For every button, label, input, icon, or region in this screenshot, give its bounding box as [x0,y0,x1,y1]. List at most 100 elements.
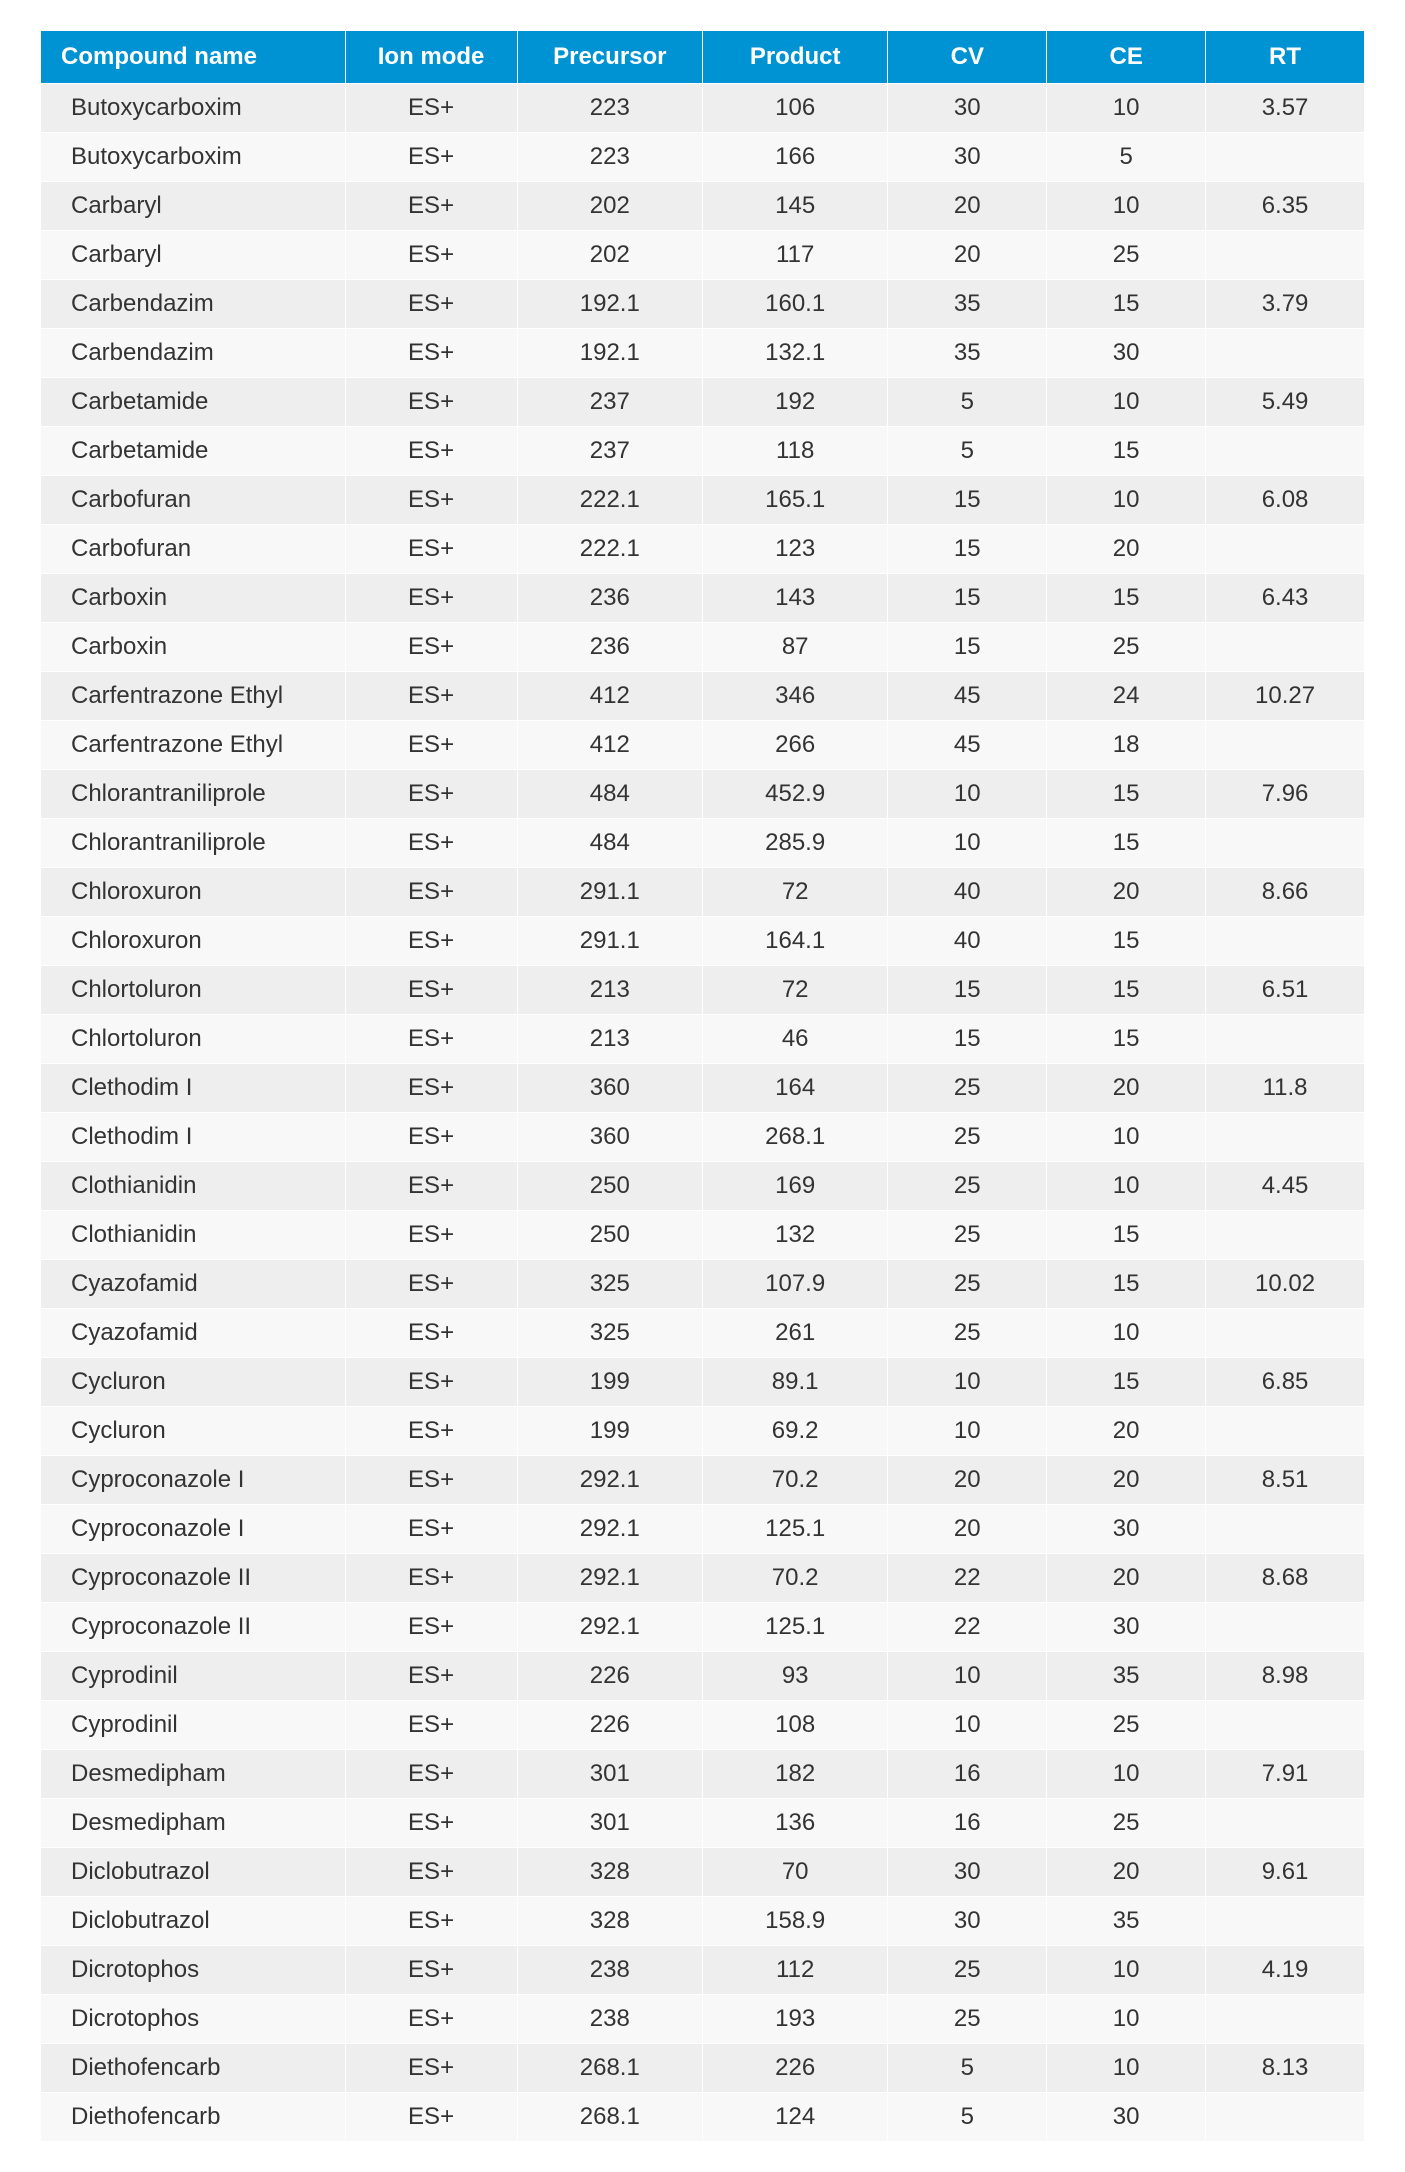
table-cell: 4.45 [1206,1162,1365,1211]
table-cell: Carbofuran [41,476,346,525]
table-row: Clethodim IES+360164252011.8 [41,1064,1365,1113]
table-cell: 10 [1047,1995,1206,2044]
table-cell: ES+ [345,1946,517,1995]
table-cell: 10 [888,1652,1047,1701]
table-cell: 30 [888,1897,1047,1946]
table-cell: ES+ [345,721,517,770]
table-cell: 484 [517,819,702,868]
table-cell: Carbaryl [41,182,346,231]
table-cell: 5.49 [1206,378,1365,427]
table-cell: 202 [517,182,702,231]
table-cell: ES+ [345,1358,517,1407]
table-cell: Clethodim I [41,1113,346,1162]
table-cell: 222.1 [517,476,702,525]
table-cell: 25 [888,1995,1047,2044]
table-cell: 160.1 [702,280,887,329]
table-cell: Cycluron [41,1358,346,1407]
table-cell: 10.02 [1206,1260,1365,1309]
table-cell: 10 [1047,1162,1206,1211]
table-cell: ES+ [345,280,517,329]
table-cell: 20 [1047,1554,1206,1603]
table-cell: 15 [888,476,1047,525]
table-cell: 238 [517,1946,702,1995]
table-cell [1206,819,1365,868]
table-cell: 10 [1047,2044,1206,2093]
table-row: ChlorantraniliproleES+484285.91015 [41,819,1365,868]
table-cell: Cyproconazole I [41,1456,346,1505]
table-cell: 268.1 [517,2093,702,2142]
table-cell [1206,1407,1365,1456]
table-cell: 30 [1047,1505,1206,1554]
table-cell: 10 [1047,1946,1206,1995]
table-cell: 236 [517,623,702,672]
table-row: DiethofencarbES+268.12265108.13 [41,2044,1365,2093]
col-header: Compound name [41,31,346,84]
table-cell: ES+ [345,329,517,378]
table-cell: 25 [1047,623,1206,672]
table-row: CarbendazimES+192.1160.135153.79 [41,280,1365,329]
table-cell: 223 [517,133,702,182]
table-cell: Cyprodinil [41,1652,346,1701]
table-cell: 164 [702,1064,887,1113]
table-row: DiclobutrazolES+328158.93035 [41,1897,1365,1946]
table-cell [1206,721,1365,770]
table-cell: 10 [1047,1113,1206,1162]
table-cell: Chlorantraniliprole [41,770,346,819]
table-row: CyprodinilES+2269310358.98 [41,1652,1365,1701]
table-cell: ES+ [345,133,517,182]
table-cell: Chlortoluron [41,966,346,1015]
table-cell: 25 [888,1309,1047,1358]
table-cell: ES+ [345,1211,517,1260]
table-cell: 291.1 [517,868,702,917]
table-body: ButoxycarboximES+22310630103.57Butoxycar… [41,84,1365,2142]
table-cell: 10 [888,1701,1047,1750]
header-row: Compound nameIon modePrecursorProductCVC… [41,31,1365,84]
table-cell: ES+ [345,1848,517,1897]
table-cell: 213 [517,1015,702,1064]
table-cell: 16 [888,1799,1047,1848]
table-cell: Carbofuran [41,525,346,574]
table-cell: 45 [888,721,1047,770]
table-row: CarbarylES+20214520106.35 [41,182,1365,231]
table-cell: 15 [888,966,1047,1015]
table-cell: 292.1 [517,1554,702,1603]
table-cell: 266 [702,721,887,770]
table-cell: 5 [1047,133,1206,182]
table-row: Carfentrazone EthylES+412346452410.27 [41,672,1365,721]
table-cell: 125.1 [702,1505,887,1554]
table-cell: ES+ [345,770,517,819]
table-cell: ES+ [345,1505,517,1554]
table-cell: 10 [888,1407,1047,1456]
table-cell: ES+ [345,1015,517,1064]
table-cell: 15 [1047,1015,1206,1064]
table-cell: ES+ [345,819,517,868]
table-cell: 199 [517,1407,702,1456]
table-row: CarboxinES+236871525 [41,623,1365,672]
table-row: CarbendazimES+192.1132.13530 [41,329,1365,378]
table-cell: 301 [517,1750,702,1799]
table-cell: 325 [517,1260,702,1309]
col-header: CV [888,31,1047,84]
table-cell: ES+ [345,182,517,231]
table-cell: 10 [1047,1309,1206,1358]
table-row: ChlortoluronES+213461515 [41,1015,1365,1064]
table-cell: 145 [702,182,887,231]
table-cell: ES+ [345,1652,517,1701]
table-cell: ES+ [345,1456,517,1505]
table-cell: 328 [517,1848,702,1897]
table-cell: ES+ [345,1750,517,1799]
table-cell: 35 [888,280,1047,329]
table-cell: 301 [517,1799,702,1848]
table-cell: 25 [1047,231,1206,280]
table-cell: 291.1 [517,917,702,966]
table-cell: Dicrotophos [41,1995,346,2044]
table-cell: 143 [702,574,887,623]
table-cell: 20 [1047,525,1206,574]
table-cell [1206,2093,1365,2142]
table-cell [1206,917,1365,966]
table-row: Cyproconazole IIES+292.1125.12230 [41,1603,1365,1652]
table-cell: Carboxin [41,623,346,672]
table-row: Carfentrazone EthylES+4122664518 [41,721,1365,770]
table-cell: 360 [517,1064,702,1113]
table-row: CycluronES+19989.110156.85 [41,1358,1365,1407]
